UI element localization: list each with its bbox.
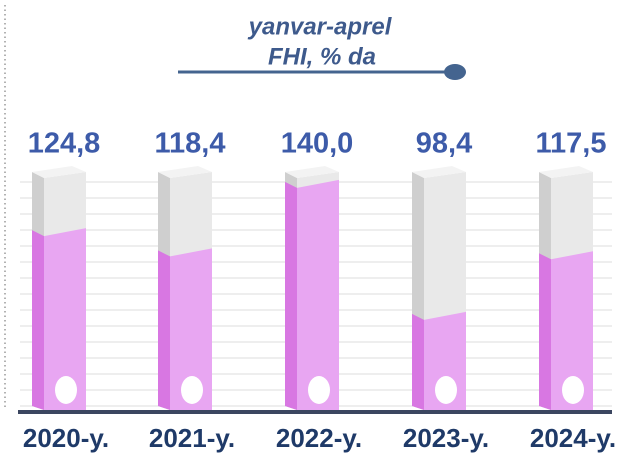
bar-highlight	[562, 376, 584, 404]
value-label: 98,4	[416, 128, 472, 160]
x-tick-label: 2024-y.	[530, 423, 616, 453]
bar-front	[551, 251, 593, 410]
bars	[32, 166, 593, 410]
title-rule-dot	[444, 64, 466, 80]
bar	[539, 166, 593, 410]
bar-highlight	[55, 376, 77, 404]
bar-top	[412, 166, 466, 178]
bar-highlight	[181, 376, 203, 404]
bar-side	[539, 253, 551, 410]
x-tick-label: 2022-y.	[276, 423, 362, 453]
x-tick-label: 2023-y.	[403, 423, 489, 453]
bar	[412, 166, 466, 410]
bar-highlight	[308, 376, 330, 404]
bar-side	[158, 250, 170, 410]
value-label: 117,5	[536, 128, 607, 160]
bar	[285, 166, 339, 410]
bar	[32, 166, 86, 410]
value-label: 118,4	[155, 128, 226, 160]
chart-subtitle: FHI, % da	[268, 43, 376, 70]
x-tick-label: 2020-y.	[23, 423, 109, 453]
chart-title: yanvar-aprel	[248, 13, 393, 40]
value-label: 124,8	[28, 128, 101, 160]
x-tick-label: 2021-y.	[149, 423, 235, 453]
bar-front	[170, 248, 212, 410]
bar-highlight	[435, 376, 457, 404]
bar-top	[32, 166, 86, 178]
bar-top	[158, 166, 212, 178]
bar-side	[412, 313, 424, 410]
bar-side	[32, 230, 44, 410]
bar-front	[297, 179, 339, 410]
bar-side	[285, 181, 297, 410]
bar-top	[285, 166, 339, 178]
bar	[158, 166, 212, 410]
value-label: 140,0	[281, 128, 354, 160]
bar-top	[539, 166, 593, 178]
bar-front	[44, 228, 86, 410]
